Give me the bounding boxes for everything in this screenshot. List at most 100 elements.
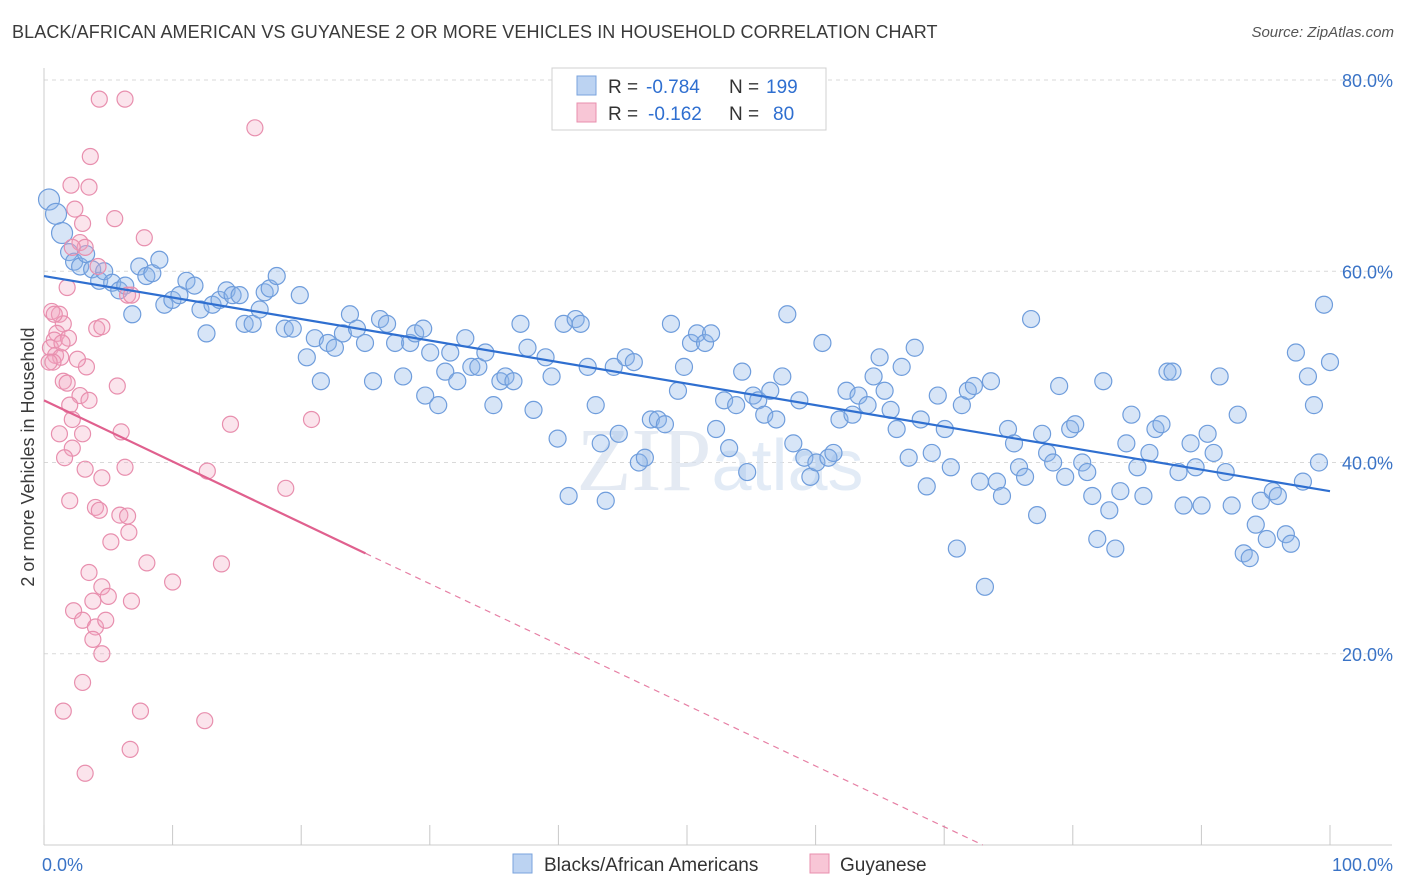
blacks-point-145 [975, 577, 995, 596]
blacks-point-134 [911, 410, 930, 429]
blacks-point-89 [635, 448, 654, 467]
blacks-point-111 [773, 367, 792, 386]
blacks-point-24 [197, 324, 216, 343]
blacks-point-63 [462, 357, 481, 376]
blacks-point-139 [941, 458, 960, 477]
blacks-point-164 [1083, 486, 1102, 506]
tick-labels: 20.0% 40.0% 60.0% 80.0% 0.0% 100.0% [42, 71, 1393, 875]
blacks-point-151 [1009, 458, 1029, 477]
blacks-point-118 [813, 333, 832, 353]
blacks-point-184 [1198, 424, 1217, 443]
guyanese-point-13 [89, 257, 107, 276]
guyanese-point-71 [54, 702, 72, 720]
guyanese-point-1 [116, 90, 134, 108]
blacks-point-202 [1304, 396, 1324, 415]
legend-n-label-1: N = [729, 104, 759, 125]
bottom-legend-label-blacks: Blacks/African Americans [544, 855, 758, 876]
blacks-point-190 [1234, 544, 1253, 563]
blacks-point-201 [1298, 367, 1318, 386]
blacks-point-165 [1088, 529, 1107, 549]
blacks-point-186 [1210, 367, 1229, 386]
guyanese-point-78 [68, 350, 87, 368]
blacks-point-50 [377, 314, 397, 333]
blacks-point-45 [340, 305, 360, 324]
guyanese-point-12 [63, 238, 81, 256]
blacks-point-65 [476, 343, 495, 362]
blacks-point-13 [123, 305, 142, 324]
blacks-point-85 [609, 424, 628, 443]
guyanese-trend-line [43, 399, 366, 555]
blacks-point-59 [436, 362, 455, 381]
blacks-point-161 [1066, 415, 1085, 434]
guyanese-point-43 [55, 449, 74, 467]
y-axis-label: 2 or more Vehicles in Household [18, 327, 38, 586]
blacks-point-157 [1044, 453, 1063, 472]
guyanese-point-23 [44, 353, 62, 371]
blacks-point-170 [1117, 434, 1136, 453]
guyanese-point-8 [106, 210, 124, 228]
blacks-point-137 [928, 386, 947, 405]
blacks-point-22 [185, 276, 204, 295]
guyanese-point-11 [76, 238, 94, 256]
guyanese-point-3 [81, 147, 99, 166]
blacks-point-62 [456, 329, 475, 348]
guyanese-point-79 [40, 353, 58, 371]
guyanese-point-55 [120, 523, 138, 541]
guyanese-point-6 [66, 200, 84, 218]
y-tick-label-1: 40.0% [1342, 454, 1393, 474]
blacks-point-96 [681, 333, 701, 353]
legend-r-label-1: R = [608, 104, 638, 125]
blacks-point-140 [947, 539, 966, 558]
blacks-point-48 [363, 372, 383, 391]
blacks-point-98 [695, 333, 715, 353]
watermark: ZIPatlas [576, 411, 863, 510]
chart-source: Source: ZipAtlas.com [1251, 24, 1394, 41]
blacks-point-122 [837, 381, 856, 400]
blacks-point-61 [448, 372, 467, 391]
blacks-point-83 [596, 491, 615, 510]
blacks-point-108 [755, 405, 774, 424]
guyanese-point-38 [73, 425, 92, 443]
blacks-point-147 [987, 472, 1007, 491]
blacks-point-117 [807, 453, 826, 472]
blacks-point-112 [778, 305, 797, 324]
guyanese-point-56 [138, 554, 156, 572]
blacks-point-163 [1078, 462, 1097, 482]
blacks-point-153 [1021, 309, 1041, 329]
blacks-point-198 [1281, 534, 1300, 553]
blacks-point-131 [892, 357, 911, 376]
blacks-point-171 [1122, 405, 1141, 424]
guyanese-point-77 [53, 334, 71, 352]
guyanese-trend-line-extension [365, 552, 984, 846]
blacks-point-77 [559, 486, 578, 506]
guyanese-point-60 [164, 573, 182, 591]
blacks-point-125 [858, 396, 877, 415]
y-tick-label-2: 60.0% [1342, 262, 1393, 282]
blacks-point-37 [283, 319, 302, 338]
blacks-point-183 [1192, 496, 1211, 515]
blacks-point-193 [1251, 491, 1270, 510]
legend-r-value-1: -0.162 [648, 104, 702, 125]
blacks-point-69 [504, 372, 523, 391]
guyanese-point-59 [93, 578, 111, 596]
blacks-point-199 [1286, 343, 1305, 362]
blacks-point-120 [824, 443, 843, 463]
blacks-point-38 [290, 286, 309, 305]
guyanese-point-75 [76, 764, 94, 782]
blacks-point-173 [1134, 486, 1153, 506]
blacks-point-188 [1222, 496, 1241, 515]
blacks-point-35 [267, 266, 286, 286]
legend-n-value-0: 199 [766, 77, 798, 98]
guyanese-point-49 [61, 492, 79, 510]
blacks-point-110 [767, 410, 786, 429]
blacks-point-47 [355, 333, 375, 353]
blacks-point-31 [243, 314, 262, 333]
blacks-point-81 [586, 396, 605, 415]
x-tick-label-0: 0.0% [42, 855, 83, 875]
guyanese-point-53 [118, 507, 137, 525]
guyanese-point-4 [62, 176, 80, 194]
blacks-point-185 [1204, 443, 1223, 463]
guyanese-point-47 [198, 462, 216, 480]
blacks-point-167 [1100, 501, 1119, 520]
blacks-point-189 [1228, 405, 1247, 424]
